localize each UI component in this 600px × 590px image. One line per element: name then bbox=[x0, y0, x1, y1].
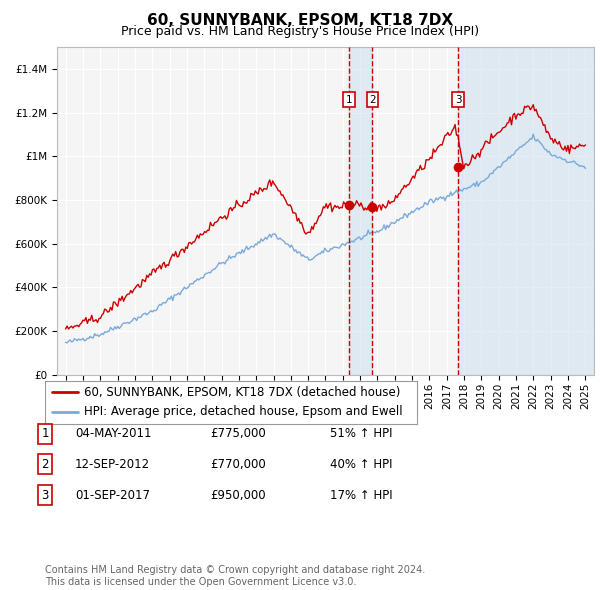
Text: 1: 1 bbox=[346, 94, 352, 104]
Text: 12-SEP-2012: 12-SEP-2012 bbox=[75, 458, 150, 471]
Text: £770,000: £770,000 bbox=[210, 458, 266, 471]
Bar bbox=[458, 47, 594, 375]
Text: 17% ↑ HPI: 17% ↑ HPI bbox=[330, 489, 392, 502]
Bar bbox=[349, 47, 373, 375]
Text: 60, SUNNYBANK, EPSOM, KT18 7DX (detached house): 60, SUNNYBANK, EPSOM, KT18 7DX (detached… bbox=[84, 386, 400, 399]
Text: 3: 3 bbox=[41, 489, 49, 502]
Text: 40% ↑ HPI: 40% ↑ HPI bbox=[330, 458, 392, 471]
Text: 51% ↑ HPI: 51% ↑ HPI bbox=[330, 427, 392, 440]
Text: 2: 2 bbox=[369, 94, 376, 104]
Text: 60, SUNNYBANK, EPSOM, KT18 7DX: 60, SUNNYBANK, EPSOM, KT18 7DX bbox=[147, 13, 453, 28]
Text: 3: 3 bbox=[455, 94, 461, 104]
Text: Price paid vs. HM Land Registry's House Price Index (HPI): Price paid vs. HM Land Registry's House … bbox=[121, 25, 479, 38]
Text: Contains HM Land Registry data © Crown copyright and database right 2024.
This d: Contains HM Land Registry data © Crown c… bbox=[45, 565, 425, 587]
Text: HPI: Average price, detached house, Epsom and Ewell: HPI: Average price, detached house, Epso… bbox=[84, 405, 403, 418]
Text: £775,000: £775,000 bbox=[210, 427, 266, 440]
Text: 01-SEP-2017: 01-SEP-2017 bbox=[75, 489, 150, 502]
Text: 04-MAY-2011: 04-MAY-2011 bbox=[75, 427, 151, 440]
Text: 1: 1 bbox=[41, 427, 49, 440]
Text: 2: 2 bbox=[41, 458, 49, 471]
Text: £950,000: £950,000 bbox=[210, 489, 266, 502]
